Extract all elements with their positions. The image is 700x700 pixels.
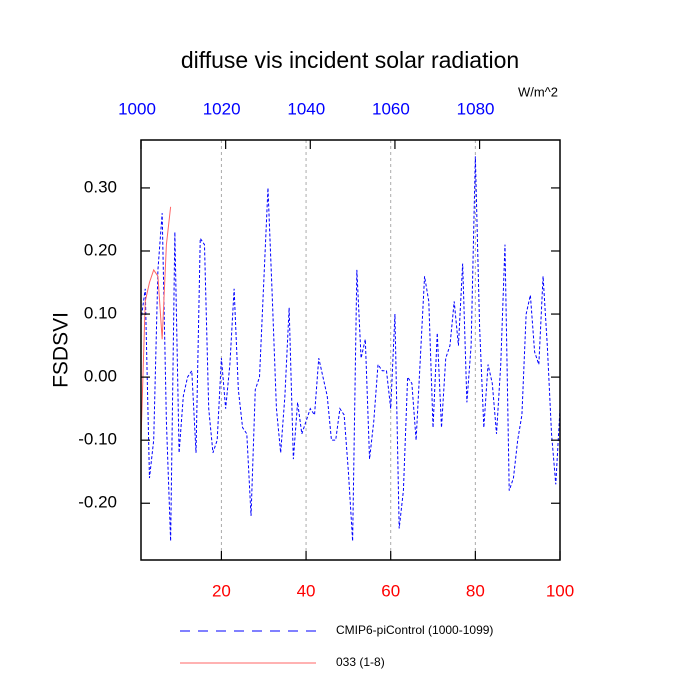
x2-tick-label: 1040	[287, 99, 325, 118]
units-label: W/m^2	[518, 84, 558, 99]
x2-tick-label: 1060	[372, 99, 410, 118]
data-line	[141, 156, 560, 542]
x2-tick-label: 1020	[203, 99, 241, 118]
y-tick-label: 0.20	[84, 240, 117, 259]
x2-tick-label: 1080	[457, 99, 495, 118]
y-tick-label: 0.00	[84, 367, 117, 386]
x-tick-label: 80	[466, 581, 485, 600]
data-line	[141, 206, 172, 441]
plot-frame	[140, 139, 561, 561]
chart-title: diffuse vis incident solar radiation	[181, 47, 519, 73]
x2-tick-label: 1000	[118, 99, 156, 118]
y-tick-label: 0.10	[84, 304, 117, 323]
x-tick-label: 20	[212, 581, 231, 600]
y-tick-label: 0.30	[84, 177, 117, 196]
legend-label: 033 (1-8)	[336, 655, 385, 669]
x-tick-label: 60	[381, 581, 400, 600]
y-tick-label: -0.10	[78, 430, 117, 449]
x-tick-label: 100	[546, 581, 574, 600]
y-tick-label: -0.20	[78, 493, 117, 512]
legend-label: CMIP6-piControl (1000-1099)	[336, 623, 493, 637]
y-axis-label: FSDSVI	[50, 312, 73, 388]
x-tick-label: 40	[297, 581, 316, 600]
